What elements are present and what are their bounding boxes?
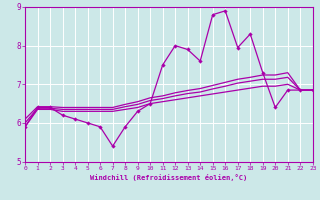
X-axis label: Windchill (Refroidissement éolien,°C): Windchill (Refroidissement éolien,°C) xyxy=(90,174,248,181)
